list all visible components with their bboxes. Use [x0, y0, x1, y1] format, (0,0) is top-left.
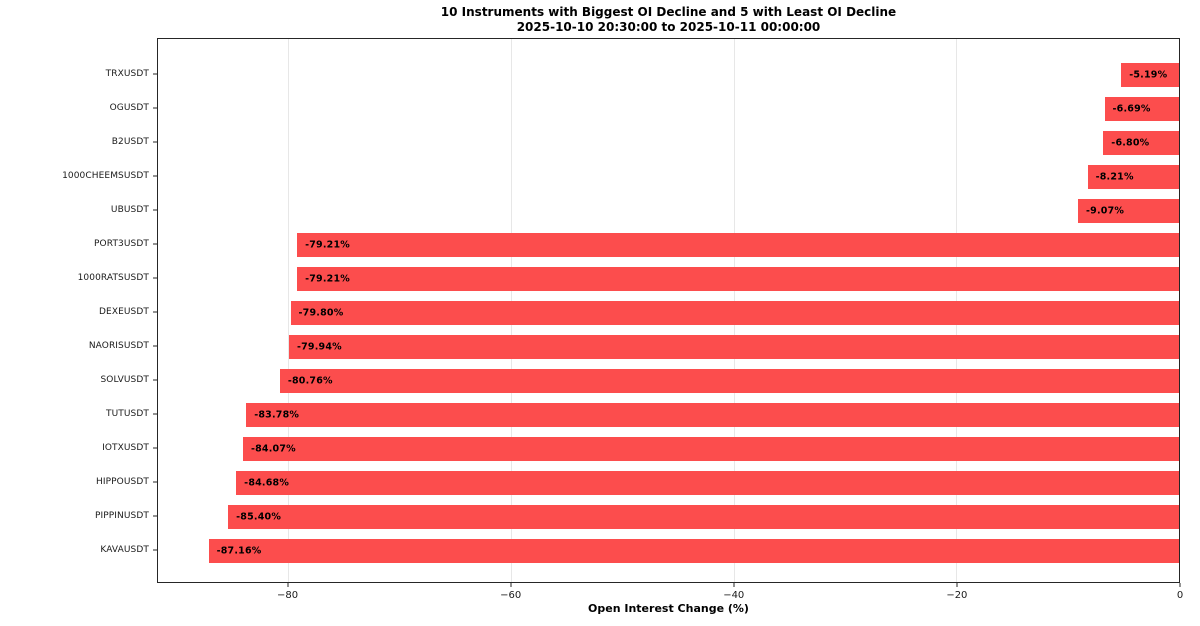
bar-value-label: -6.69%	[1112, 103, 1151, 115]
x-tick-label: 0	[1176, 590, 1184, 601]
bar-value-label: -84.07%	[250, 443, 296, 455]
y-tick-mark	[153, 107, 157, 109]
chart-title-line2: 2025-10-10 20:30:00 to 2025-10-11 00:00:…	[516, 20, 821, 34]
x-tick-label: −60	[500, 590, 522, 601]
bar-trxusdt: -5.19%	[1121, 63, 1179, 87]
y-tick-label-b2usdt: B2USDT	[111, 137, 149, 147]
y-tick-label-port3usdt: PORT3USDT	[94, 239, 149, 249]
y-tick-mark	[153, 311, 157, 313]
bar-value-label: -6.80%	[1111, 137, 1150, 149]
bar-pippinusdt: -85.40%	[228, 505, 1179, 529]
y-tick-label-ubusdt: UBUSDT	[110, 205, 149, 215]
y-tick-mark	[153, 447, 157, 449]
y-tick-label-1000ratsusdt: 1000RATSUSDT	[77, 273, 149, 283]
y-tick-label-tutusdt: TUTUSDT	[105, 409, 149, 419]
x-tick-label: −20	[946, 590, 968, 601]
bar-value-label: -8.21%	[1095, 171, 1134, 183]
y-tick-label-kavausdt: KAVAUSDT	[100, 545, 149, 555]
bar-ogusdt: -6.69%	[1104, 97, 1179, 121]
bar-iotxusdt: -84.07%	[242, 437, 1179, 461]
x-axis-label: Open Interest Change (%)	[588, 602, 749, 615]
bar-row: -87.16%	[158, 539, 1179, 563]
bar-row: -6.69%	[158, 97, 1179, 121]
x-tick-mark	[733, 583, 735, 587]
bar-row: -6.80%	[158, 131, 1179, 155]
bar-port3usdt: -79.21%	[297, 233, 1179, 257]
bar-row: -5.19%	[158, 63, 1179, 87]
bar-row: -80.76%	[158, 369, 1179, 393]
bar-row: -84.07%	[158, 437, 1179, 461]
bar-solvusdt: -80.76%	[279, 369, 1179, 393]
y-tick-label-dexeusdt: DEXEUSDT	[99, 307, 149, 317]
bars-layer: -5.19% -6.69% -6.80% -8.21% -9.07% -79.21% -79…	[158, 39, 1179, 582]
bar-dexeusdt: -79.80%	[290, 301, 1179, 325]
y-tick-mark	[153, 515, 157, 517]
gridline-x--80	[288, 39, 290, 582]
y-tick-mark	[153, 413, 157, 415]
y-tick-mark	[153, 379, 157, 381]
x-tick-mark	[287, 583, 289, 587]
y-tick-mark	[153, 243, 157, 245]
y-tick-mark	[153, 549, 157, 551]
bar-row: -9.07%	[158, 199, 1179, 223]
bar-value-label: -87.16%	[216, 545, 262, 557]
bar-value-label: -83.78%	[254, 409, 300, 421]
y-tick-label-hippousdt: HIPPOUSDT	[96, 477, 149, 487]
bar-value-label: -79.21%	[305, 273, 350, 285]
bar-value-label: -84.68%	[244, 477, 290, 489]
x-axis: −80 −60 −40 −20 0	[157, 583, 1184, 607]
bar-value-label: -5.19%	[1129, 69, 1168, 81]
x-tick-mark	[1179, 583, 1181, 587]
bar-value-label: -85.40%	[236, 511, 282, 523]
bar-row: -79.94%	[158, 335, 1179, 359]
bar-value-label: -9.07%	[1086, 205, 1125, 217]
x-tick-mark	[510, 583, 512, 587]
y-tick-mark	[153, 481, 157, 483]
bar-b2usdt: -6.80%	[1103, 131, 1179, 155]
x-tick-label: −80	[276, 590, 299, 601]
plot-area: -5.19% -6.69% -6.80% -8.21% -9.07% -79.21% -79…	[157, 38, 1180, 583]
y-tick-mark	[153, 209, 157, 211]
y-tick-label-naorisusdt: NAORISUSDT	[88, 341, 149, 351]
y-tick-label-1000cheemsusdt: 1000CHEEMSUSDT	[62, 171, 149, 181]
bar-value-label: -79.94%	[296, 341, 342, 353]
bar-value-label: -79.21%	[305, 239, 350, 251]
y-tick-mark	[153, 141, 157, 143]
bar-kavausdt: -87.16%	[208, 539, 1179, 563]
bar-row: -84.68%	[158, 471, 1179, 495]
bar-tutusdt: -83.78%	[246, 403, 1179, 427]
bar-row: -83.78%	[158, 403, 1179, 427]
bar-1000ratsusdt: -79.21%	[297, 267, 1179, 291]
bar-row: -79.21%	[158, 267, 1179, 291]
y-tick-label-solvusdt: SOLVUSDT	[100, 375, 149, 385]
x-tick-mark	[956, 583, 958, 587]
bar-row: -8.21%	[158, 165, 1179, 189]
bar-naorisusdt: -79.94%	[288, 335, 1179, 359]
y-tick-mark	[153, 277, 157, 279]
bar-value-label: -80.76%	[287, 375, 333, 387]
x-tick-label: −40	[723, 590, 745, 601]
y-tick-label-pippinusdt: PIPPINUSDT	[94, 511, 149, 521]
y-axis: TRXUSDT OGUSDT B2USDT 1000CHEEMSUSDT UBUSDT P…	[0, 38, 157, 583]
y-tick-label-ogusdt: OGUSDT	[109, 103, 149, 113]
chart-title-line1: 10 Instruments with Biggest OI Decline a…	[440, 5, 897, 19]
y-tick-label-iotxusdt: IOTXUSDT	[102, 443, 149, 453]
bar-row: -79.80%	[158, 301, 1179, 325]
y-tick-label-trxusdt: TRXUSDT	[105, 69, 149, 79]
bar-row: -85.40%	[158, 505, 1179, 529]
bar-value-label: -79.80%	[298, 307, 344, 319]
bar-row: -79.21%	[158, 233, 1179, 257]
y-tick-mark	[153, 73, 157, 75]
bar-1000cheemsusdt: -8.21%	[1087, 165, 1179, 189]
chart-title: 10 Instruments with Biggest OI Decline a…	[157, 5, 1180, 35]
bar-hippousdt: -84.68%	[236, 471, 1179, 495]
bar-ubusdt: -9.07%	[1078, 199, 1179, 223]
y-tick-mark	[153, 175, 157, 177]
y-tick-mark	[153, 345, 157, 347]
